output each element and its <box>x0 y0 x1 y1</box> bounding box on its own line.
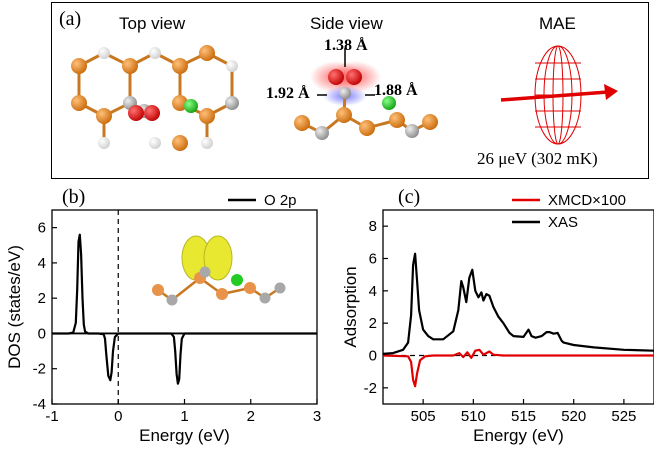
y-tick-label: 2 <box>38 290 46 307</box>
x-tick-label: 505 <box>411 408 436 425</box>
bond-length-right: 1.88 Å <box>374 82 418 99</box>
bond-length-left: 1.92 Å <box>266 85 310 102</box>
x-tick-label: 0 <box>114 408 122 425</box>
y-tick-label: -2 <box>364 380 377 397</box>
series-line-0 <box>382 348 654 388</box>
x-tick-label: 515 <box>511 408 536 425</box>
y-tick-label: 4 <box>38 255 46 272</box>
y-tick-label: 2 <box>369 315 377 332</box>
series-line-0 <box>52 233 317 385</box>
x-tick-label: 1 <box>180 408 188 425</box>
y-tick-label: 0 <box>369 348 377 365</box>
chart-b: -1 0 1 2 3 -4 -2 0 2 4 6 Energy (eV) DOS (states/eV)… <box>5 192 321 445</box>
carbon-atom <box>259 292 271 304</box>
carbon-atom <box>274 282 286 294</box>
side-view-molecule <box>294 48 438 140</box>
o2p-isosurface-inset <box>152 235 286 306</box>
y-tick-label: 6 <box>369 251 377 268</box>
chlorine-atom <box>231 274 243 286</box>
y-axis-label: Adsorption <box>341 266 360 347</box>
panel-b-label: (b) <box>62 186 86 208</box>
panel-c-label: (c) <box>398 186 421 208</box>
series-line-1 <box>382 252 654 355</box>
y-axis-label: DOS (states/eV) <box>5 245 24 369</box>
carbon-atom <box>199 266 211 278</box>
panel-a-frame: (a) Top view Side view MAE 1.38 Å 1.92 Å… <box>51 2 649 179</box>
side-view-title: Side view <box>310 14 383 33</box>
y-tick-label: 8 <box>369 218 377 235</box>
boron-atom <box>152 284 164 296</box>
plot-frame <box>382 209 654 405</box>
plot-frame <box>51 209 318 405</box>
legend-label-0: XMCD×100 <box>548 192 626 209</box>
y-tick-label: 6 <box>38 220 46 237</box>
x-tick-label: 3 <box>313 408 321 425</box>
x-tick-label: 520 <box>561 408 586 425</box>
y-tick-label: -4 <box>33 396 46 413</box>
panel-a-label: (a) <box>59 8 82 30</box>
carbon-atom <box>166 294 178 306</box>
top-view-atoms <box>71 45 239 151</box>
x-axis-label: Energy (eV) <box>473 426 564 445</box>
x-tick-label: 525 <box>611 408 636 425</box>
y-tick-label: 4 <box>369 283 377 300</box>
mae-title: MAE <box>539 14 576 33</box>
x-axis-label: Energy (eV) <box>139 426 230 445</box>
y-tick-label: -2 <box>33 361 46 378</box>
x-tick-label: 2 <box>247 408 255 425</box>
boron-atom <box>216 288 228 300</box>
boron-atom <box>244 282 256 294</box>
legend-label-1: XAS <box>548 214 578 231</box>
panel-a-illustrations <box>71 45 618 151</box>
top-view-title: Top view <box>119 14 186 33</box>
x-tick-label: -1 <box>45 408 58 425</box>
y-tick-label: 0 <box>38 325 46 342</box>
chart-c: 505 510 515 520 525 -2 0 2 4 6 8 Energy (eV) Adsorpt… <box>341 192 654 445</box>
top-view-molecule <box>77 51 234 143</box>
isosurface-lobe <box>203 235 233 281</box>
legend-label-0: O 2p <box>264 192 297 209</box>
bond-length-top: 1.38 Å <box>324 37 368 54</box>
mae-arrow-icon <box>500 84 618 102</box>
mae-value: 26 μeV (302 mK) <box>477 149 598 168</box>
x-tick-label: 510 <box>461 408 486 425</box>
